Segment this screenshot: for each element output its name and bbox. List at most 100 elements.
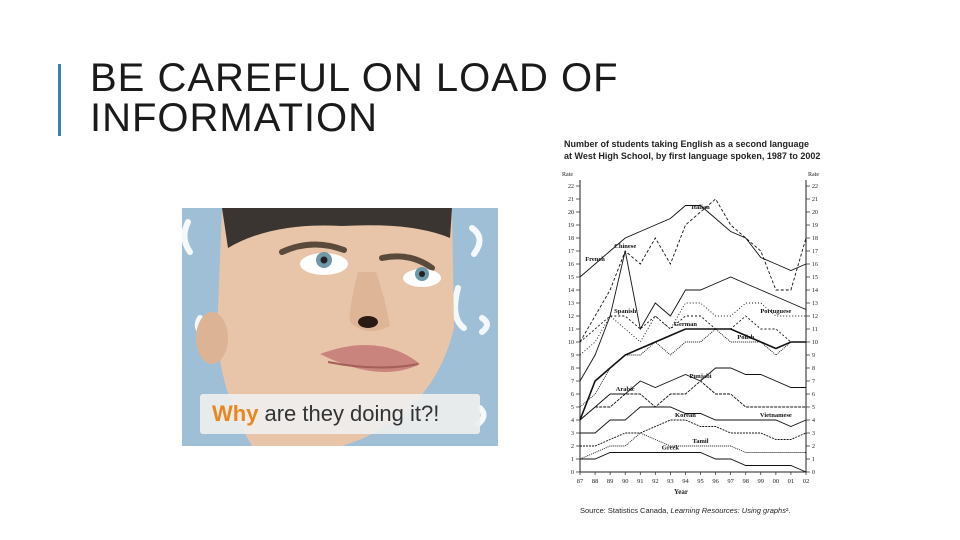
esl-line-chart: Number of students taking English as a s… (548, 138, 832, 518)
series-line-arabic (579, 380, 806, 421)
y-axis-label-left: Rate (562, 172, 573, 178)
slide-title-line-2: INFORMATION (90, 96, 379, 140)
y-tick-label-left: 14 (568, 288, 574, 294)
chart-source: Source: Statistics Canada, Learning Reso… (580, 506, 840, 515)
y-tick-label-right: 8 (812, 366, 815, 372)
y-tick-label-left: 21 (568, 197, 574, 203)
y-tick-label-right: 3 (812, 431, 815, 437)
y-tick-label-left: 22 (568, 184, 574, 190)
y-tick-label-left: 8 (571, 366, 574, 372)
x-tick-label: 02 (803, 478, 810, 485)
y-tick-label-right: 2 (812, 444, 815, 450)
series-label-spanish: Spanish (614, 308, 636, 315)
y-tick-label-left: 5 (571, 405, 574, 411)
source-suffix: ². (785, 506, 791, 515)
chart-title: Number of students taking English as a s… (564, 138, 834, 162)
y-tick-label-right: 12 (812, 314, 818, 320)
y-tick-label-right: 7 (812, 379, 815, 385)
series-label-french: French (585, 256, 605, 263)
x-tick-label: 89 (607, 478, 614, 485)
series-line-portuguese (579, 302, 806, 356)
x-tick-label: 94 (682, 478, 689, 485)
series-line-french (579, 205, 807, 278)
series-label-arabic: Arabic (616, 386, 635, 393)
series-line-italian (579, 198, 807, 343)
series-label-chinese: Chinese (614, 243, 636, 250)
x-tick-label: 91 (637, 478, 644, 485)
y-tick-label-left: 18 (568, 236, 574, 242)
x-tick-label: 88 (592, 478, 599, 485)
y-tick-label-left: 20 (568, 210, 574, 216)
y-tick-label-right: 19 (812, 223, 818, 229)
caption-box: Why are they doing it?! (200, 394, 480, 434)
x-tick-label: 87 (577, 478, 584, 485)
series-label-korean: Korean (675, 412, 696, 419)
series-line-vietnamese (580, 406, 807, 434)
y-tick-label-right: 13 (812, 301, 818, 307)
y-tick-label-left: 15 (568, 275, 574, 281)
y-tick-label-left: 7 (571, 379, 574, 385)
y-tick-label-right: 22 (812, 184, 818, 190)
source-prefix: Source: Statistics Canada, (580, 506, 669, 515)
y-tick-label-right: 10 (812, 340, 818, 346)
y-tick-label-left: 11 (568, 327, 574, 333)
y-tick-label-right: 15 (812, 275, 818, 281)
y-tick-label-right: 4 (812, 418, 815, 424)
y-tick-label-right: 18 (812, 236, 818, 242)
x-tick-label: 97 (727, 478, 734, 485)
y-tick-label-left: 0 (571, 470, 574, 476)
y-tick-label-right: 11 (812, 327, 818, 333)
series-line-korean (580, 419, 807, 447)
chart-title-line-2: at West High School, by first language s… (564, 151, 821, 161)
y-tick-label-left: 17 (568, 249, 574, 255)
series-label-greek: Greek (662, 445, 680, 452)
x-tick-label: 93 (667, 478, 674, 485)
y-tick-label-left: 3 (571, 431, 574, 437)
x-tick-label: 00 (773, 478, 780, 485)
x-tick-label: 01 (788, 478, 795, 485)
series-line-chinese (579, 250, 807, 382)
caption-text: are they doing it?! (264, 401, 440, 426)
y-tick-label-left: 19 (568, 223, 574, 229)
y-tick-label-left: 12 (568, 314, 574, 320)
confused-man-photo: Why are they doing it?! (182, 208, 498, 446)
series-line-polish (579, 328, 806, 408)
y-tick-label-right: 6 (812, 392, 815, 398)
chart-title-line-1: Number of students taking English as a s… (564, 139, 810, 149)
caption-highlight: Why (212, 401, 259, 426)
y-tick-label-right: 9 (812, 353, 815, 359)
x-tick-label: 95 (697, 478, 704, 485)
y-tick-label-right: 0 (812, 470, 815, 476)
x-tick-label: 98 (742, 478, 749, 485)
series-line-punjabi (579, 367, 806, 421)
y-tick-label-left: 10 (568, 340, 574, 346)
y-tick-label-right: 20 (812, 210, 818, 216)
y-tick-label-right: 17 (812, 249, 818, 255)
series-line-german (579, 328, 806, 421)
y-tick-label-left: 13 (568, 301, 574, 307)
y-tick-label-right: 14 (812, 288, 818, 294)
series-label-vietnamese: Vietnamese (760, 412, 792, 419)
title-accent-bar (58, 64, 61, 136)
x-tick-label: 90 (622, 478, 629, 485)
y-axis-label-right: Rate (808, 172, 819, 178)
source-title: Learning Resources: Using graphs (670, 506, 786, 515)
y-tick-label-left: 9 (571, 353, 574, 359)
x-axis-label: Year (674, 488, 688, 496)
x-tick-label: 99 (758, 478, 765, 485)
slide-title: BE CAREFUL ON LOAD OF INFORMATION (90, 58, 710, 138)
series-label-german: German (674, 321, 697, 328)
series-label-tamil: Tamil (693, 438, 709, 445)
series-label-punjabi: Punjabi (690, 373, 712, 380)
series-label-portuguese: Portuguese (760, 308, 791, 315)
y-tick-label-left: 4 (571, 418, 574, 424)
y-tick-label-right: 1 (812, 457, 815, 463)
slide-title-line-1: BE CAREFUL ON LOAD OF (90, 56, 619, 100)
y-tick-label-left: 1 (571, 457, 574, 463)
y-tick-label-right: 5 (812, 405, 815, 411)
series-line-greek (580, 452, 807, 473)
x-tick-label: 92 (652, 478, 659, 485)
y-tick-label-left: 6 (571, 392, 574, 398)
y-tick-label-right: 21 (812, 197, 818, 203)
